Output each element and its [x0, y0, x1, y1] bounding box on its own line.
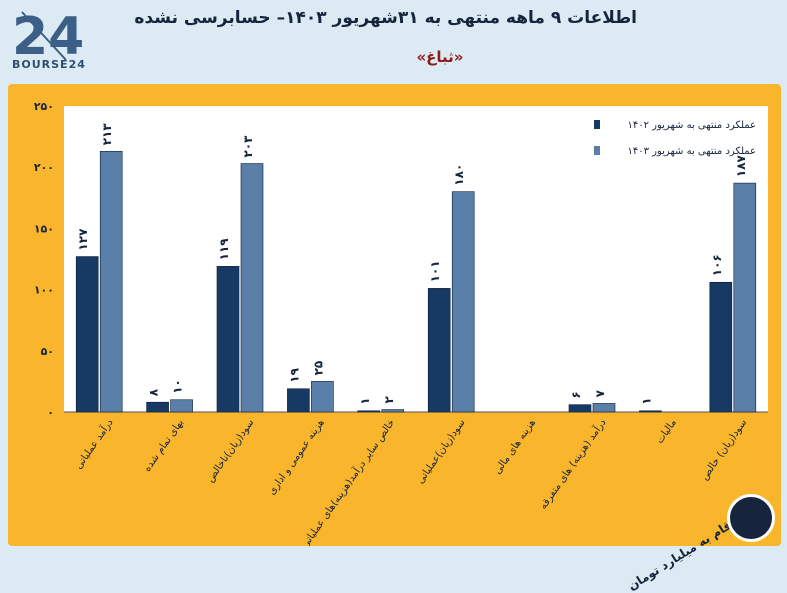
chart-panel: ۰ ۵۰ ۱۰۰ ۱۵۰ ۲۰۰ ۲۵۰ ۱۲۷ ۸ ۱۱۹ ۱۹ ۱ ۱۰۱ ۶ ۱ ۱۰۶ ۲۱۳ ۱۰ ۲۰… — [8, 84, 781, 593]
data-label: ۲۱۳ — [100, 123, 114, 146]
data-label: ۲۰۳ — [241, 135, 255, 158]
y-tick-label: ۰ — [47, 406, 54, 419]
data-label: ۱۲۷ — [76, 228, 90, 251]
y-tick-label: ۱۰۰ — [34, 284, 54, 297]
y-tick-label: ۱۵۰ — [34, 222, 54, 235]
bar — [240, 163, 264, 413]
bar — [592, 403, 616, 413]
x-tick-label: سود(زیان)ناخالص — [205, 417, 257, 484]
legend-label: عملکرد منتهی به شهریور ۱۴۰۲ — [627, 120, 756, 131]
legend-swatch — [594, 120, 600, 129]
data-label: ۱۱۹ — [217, 238, 231, 261]
bar — [733, 182, 757, 413]
bar-chart: ۰ ۵۰ ۱۰۰ ۱۵۰ ۲۰۰ ۲۵۰ ۱۲۷ ۸ ۱۱۹ ۱۹ ۱ ۱۰۱ ۶ ۱ ۱۰۶ ۲۱۳ ۱۰ ۲۰… — [34, 100, 768, 546]
x-tick-label: هزینه عمومی و اداری — [266, 417, 326, 497]
svg-text:24: 24 — [12, 7, 84, 67]
data-label: ۶ — [569, 391, 583, 398]
bar — [170, 399, 193, 413]
bar — [451, 191, 475, 413]
x-tick-label: سود(زیان) خالص — [699, 417, 749, 482]
bar — [287, 388, 310, 413]
bar — [381, 409, 405, 413]
x-tick-label: درآمد (هزینه) های متفرقه — [536, 416, 608, 511]
data-label: ۲ — [382, 396, 396, 404]
bar — [568, 404, 592, 413]
data-label: ۱۸۰ — [452, 164, 466, 186]
bar — [357, 410, 381, 413]
bar — [639, 410, 662, 413]
data-label: ۷ — [593, 389, 607, 397]
company-symbol: «ثباغ» — [416, 48, 464, 66]
bar — [427, 288, 451, 413]
data-label: ۸ — [147, 388, 161, 396]
legend-swatch — [594, 146, 600, 155]
x-tick-label: بهای تمام شده — [142, 417, 186, 474]
x-tick-label: هزینه های مالی — [492, 417, 538, 476]
data-label: ۱ — [358, 397, 372, 404]
bar — [146, 401, 169, 413]
data-label: ۱۸۷ — [734, 154, 748, 177]
bourse24-logo: 24 — [12, 7, 84, 67]
plot-area — [64, 106, 768, 412]
data-label: ۱ — [639, 397, 653, 404]
bar — [709, 281, 733, 413]
bar — [75, 256, 99, 413]
bar — [99, 150, 123, 413]
x-tick-label: سود(زیان)عملیاتی — [415, 417, 468, 486]
x-tick-label: مالیات — [654, 417, 678, 445]
logo-text: BOURSE24 — [12, 58, 86, 71]
y-tick-label: ۵۰ — [41, 345, 54, 358]
data-label: ۱۹ — [287, 367, 301, 382]
data-label: ۱۰۱ — [428, 260, 442, 282]
page-title: اطلاعات ۹ ماهه منتهی به ۳۱شهریور ۱۴۰۳– ح… — [134, 8, 637, 28]
trend-icon — [727, 494, 775, 542]
legend-label: عملکرد منتهی به شهریور ۱۴۰۳ — [627, 146, 756, 157]
y-tick-label: ۲۵۰ — [34, 100, 54, 113]
y-tick-label: ۲۰۰ — [34, 161, 54, 174]
bar — [216, 266, 240, 413]
data-label: ۱۰۶ — [710, 254, 724, 276]
bar — [311, 381, 334, 413]
data-label: ۱۰ — [171, 379, 185, 394]
x-tick-label: درآمد عملیاتی — [72, 416, 116, 471]
data-label: ۲۵ — [311, 361, 325, 376]
